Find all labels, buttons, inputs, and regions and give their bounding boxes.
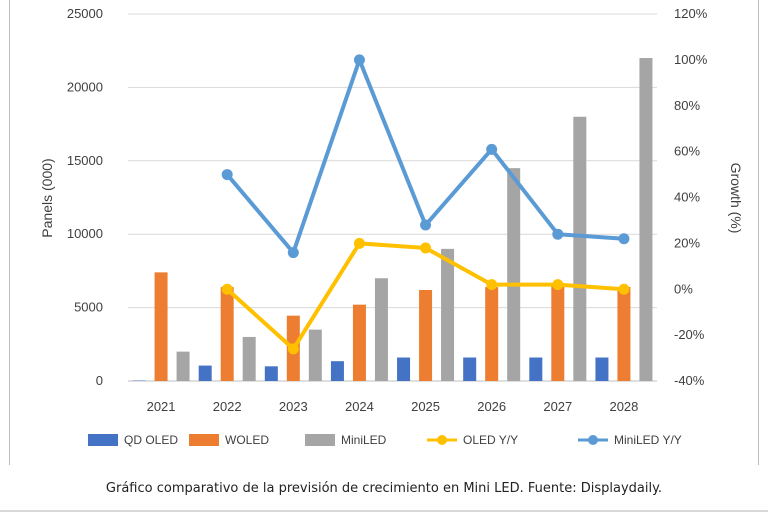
x-tick-label: 2023 <box>279 399 308 414</box>
x-tick-label: 2026 <box>477 399 506 414</box>
bar-woled <box>220 287 234 381</box>
bar-miniled <box>441 248 455 381</box>
y2-tick-label: 60% <box>674 144 700 159</box>
y-tick-label: 15000 <box>67 153 103 168</box>
y-tick-label: 20000 <box>67 79 103 94</box>
y-axis-title: Panels (000) <box>39 158 55 237</box>
x-tick-label: 2028 <box>609 399 638 414</box>
y-tick-label: 25000 <box>67 6 103 21</box>
legend-swatch-miniled <box>305 434 335 446</box>
y2-tick-label: 40% <box>674 190 700 205</box>
point-miniled-y-y <box>552 228 564 240</box>
point-miniled-y-y <box>486 143 498 155</box>
bar-miniled <box>573 116 587 381</box>
point-miniled-y-y <box>353 54 365 66</box>
bars <box>132 58 653 381</box>
right-edge-line <box>758 0 759 465</box>
legend-marker-oled-y-y <box>437 435 447 445</box>
tick-labels: 0 5000 10000 15000 20000 25000 -40% -20% 0% 20% 40… <box>67 6 708 414</box>
chart-frame: 0 5000 10000 15000 20000 25000 -40% -20% 0% 20% 40… <box>9 0 759 465</box>
legend-marker-miniled-y-y <box>588 435 598 445</box>
legend-label-woled: WOLED <box>225 433 269 447</box>
growth-lines <box>221 54 630 355</box>
point-oled-y-y <box>420 242 432 254</box>
point-oled-y-y <box>353 237 365 249</box>
y2-axis-title: Growth (%) <box>728 163 744 234</box>
point-miniled-y-y <box>618 233 630 245</box>
bar-qd-oled <box>264 366 278 381</box>
point-miniled-y-y <box>420 219 432 231</box>
point-oled-y-y <box>618 283 630 295</box>
point-miniled-y-y <box>287 247 299 259</box>
bar-woled <box>419 289 433 381</box>
legend-label-miniled: MiniLED <box>341 433 387 447</box>
bar-woled <box>154 272 168 381</box>
x-tick-label: 2022 <box>213 399 242 414</box>
chart: 0 5000 10000 15000 20000 25000 -40% -20% 0% 20% 40… <box>39 6 744 447</box>
bar-miniled <box>308 329 322 381</box>
legend-label-qd-oled: QD OLED <box>124 433 178 447</box>
y-tick-label: 0 <box>96 373 103 388</box>
bar-woled <box>485 287 499 381</box>
legend-label-oled-y-y: OLED Y/Y <box>463 433 518 447</box>
figure-caption: Gráfico comparativo de la previsión de c… <box>105 481 663 496</box>
y2-tick-label: 100% <box>674 52 708 67</box>
legend-swatch-qd-oled <box>88 434 118 446</box>
grid-lines <box>128 13 657 382</box>
y-tick-label: 10000 <box>67 226 103 241</box>
legend-label-miniled-y-y: MiniLED Y/Y <box>614 433 682 447</box>
y2-tick-label: -20% <box>674 327 705 342</box>
point-oled-y-y <box>287 343 299 355</box>
y2-tick-label: 80% <box>674 98 700 113</box>
bar-qd-oled <box>397 357 411 381</box>
bar-miniled <box>507 168 521 381</box>
y2-tick-label: 20% <box>674 235 700 250</box>
bar-miniled <box>374 278 388 381</box>
y-tick-label: 5000 <box>74 300 103 315</box>
legend-swatch-woled <box>189 434 219 446</box>
x-tick-label: 2025 <box>411 399 440 414</box>
bar-qd-oled <box>529 357 543 381</box>
bar-qd-oled <box>463 357 477 381</box>
bar-miniled <box>176 351 190 381</box>
x-tick-label: 2027 <box>543 399 572 414</box>
bar-miniled <box>639 58 653 381</box>
legend: QD OLED WOLED MiniLED OLED Y/Y MiniLED Y/Y <box>88 433 682 447</box>
bar-qd-oled <box>198 365 212 381</box>
point-oled-y-y <box>221 283 233 295</box>
bar-miniled <box>242 336 256 381</box>
left-edge-line <box>9 0 10 465</box>
point-oled-y-y <box>552 279 564 291</box>
bar-qd-oled <box>330 361 344 381</box>
point-oled-y-y <box>486 279 498 291</box>
point-miniled-y-y <box>221 169 233 181</box>
x-tick-label: 2024 <box>345 399 374 414</box>
y2-tick-label: -40% <box>674 373 705 388</box>
bar-woled <box>617 287 631 381</box>
bar-woled <box>352 304 366 381</box>
x-tick-label: 2021 <box>147 399 176 414</box>
bottom-divider <box>0 510 768 512</box>
bar-qd-oled <box>595 357 609 381</box>
y2-tick-label: 120% <box>674 6 708 21</box>
y2-tick-label: 0% <box>674 281 693 296</box>
bar-woled <box>551 285 565 381</box>
